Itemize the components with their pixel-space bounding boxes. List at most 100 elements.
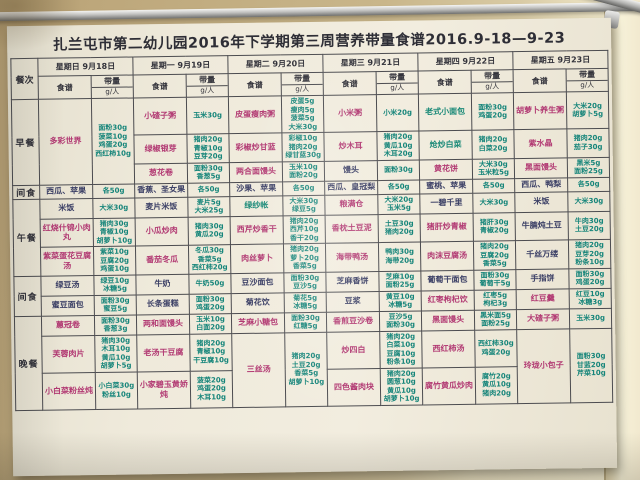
qty-line: 干豆腐10g xyxy=(193,355,229,365)
qty-line: 西红柿20g xyxy=(191,263,228,272)
dish-name: 牛腩炖土豆 xyxy=(515,211,569,241)
meal-label: 晚餐 xyxy=(14,315,43,411)
qty-header-label: 带量 xyxy=(566,69,608,82)
qty-line: 粉条10g xyxy=(575,257,605,267)
dish-qty: 大米30g 玉米粒5g xyxy=(472,158,515,179)
qty-line: 西红柿30g xyxy=(477,339,514,348)
dish-qty: 玉米30g xyxy=(186,96,229,135)
qty-header-label: 带量 xyxy=(91,76,133,89)
dish-name: 芝麻香饼 xyxy=(325,271,380,292)
meal-label: 间食 xyxy=(12,184,40,200)
qty-line: 大米30g xyxy=(479,198,509,207)
dish-qty: 猪肉20g 豆芽20g 粉条10g xyxy=(568,239,611,269)
dish-qty: 猪肉20g 青椒10g 干豆腐10g xyxy=(189,333,233,371)
day-header: 星期三 9月21日 xyxy=(322,53,419,73)
qty-line: 枸杞3g xyxy=(483,299,508,308)
dish-name: 彩椒炒甘蓝 xyxy=(228,132,283,163)
dish-qty: 各50g xyxy=(567,176,610,192)
dish-name: 紫水晶 xyxy=(513,128,568,159)
qty-line: 鸡蛋20g xyxy=(575,277,605,287)
dish-qty: 芝麻10g 面粉25g xyxy=(378,270,422,292)
dish-qty: 面粉30g xyxy=(377,159,420,181)
qty-line: 胡萝卜10g xyxy=(96,236,133,245)
qty-line: 猪肉20g xyxy=(290,244,319,254)
qty-line: 胡萝卜5g xyxy=(572,109,604,119)
dish-name: 长条蛋糕 xyxy=(136,293,190,315)
qty-line: 大米30g xyxy=(574,196,604,206)
day-header: 星期四 9月22日 xyxy=(417,51,514,72)
dish-name: 腐竹黄瓜炒肉 xyxy=(422,366,476,405)
dish-name: 多彩世界 xyxy=(38,98,93,185)
dish-name: 番茄冬瓜 xyxy=(135,245,189,275)
dish-name: 芝麻小糖包 xyxy=(231,312,285,334)
qty-line: 各50g xyxy=(577,179,600,189)
dish-name: 小碴子粥 xyxy=(133,97,187,135)
qty-line: 黄豆10g xyxy=(385,292,415,301)
dish-qty: 西红柿30g 鸡蛋20g xyxy=(474,329,518,367)
qty-header-label: 带量 xyxy=(281,73,323,86)
dish-qty: 面粉30g 鸡蛋20g xyxy=(189,293,232,314)
qty-line: 冰糖5g xyxy=(103,284,128,293)
dish-name: 大碴子粥 xyxy=(516,308,570,330)
qty-line: 面粉30g xyxy=(101,316,130,325)
qty-line: 面粉25g xyxy=(574,166,603,176)
dish-qty: 面粉30g 香葱5g xyxy=(187,162,230,183)
qty-line: 白面20g xyxy=(196,323,226,332)
dish-qty: 猪肉20g 土豆20g 香菜5g 胡萝卜10g xyxy=(284,331,328,407)
dish-name: 一碧千里 xyxy=(419,192,474,214)
qty-line: 冰糖3g xyxy=(578,297,603,307)
qty-line: 玉米5g xyxy=(386,203,411,212)
qty-line: 木耳10g xyxy=(101,344,131,353)
dish-qty: 皮蛋5g 瘦肉5g 菠菜5g 大米30g xyxy=(281,95,324,133)
dish-qty: 猪肉20g 萝卜20g 香菜5g xyxy=(283,243,326,273)
dish-name: 沙果、苹果 xyxy=(229,181,283,197)
dish-name: 西瓜、鸭梨 xyxy=(514,177,568,193)
qty-line: 绿豆10g xyxy=(100,276,130,285)
qty-line: 芹菜10g xyxy=(576,369,606,378)
meal-label: 间食 xyxy=(13,275,42,317)
qty-line: 面粉30g xyxy=(290,273,320,282)
dish-name: 皮蛋瘦肉粥 xyxy=(228,95,282,134)
dish-name: 小米粥 xyxy=(323,94,377,133)
menu-header: 食谱 xyxy=(228,72,282,97)
dish-name: 炒四白 xyxy=(326,331,381,369)
dish-qty: 豆沙5g 面粉30g xyxy=(379,310,422,332)
dish-qty: 大米30g xyxy=(92,197,136,219)
qty-line: 红糖5g xyxy=(293,321,318,331)
qty-line: 面粉30g xyxy=(383,165,413,174)
qty-line: 海带20g xyxy=(385,256,415,265)
qty-line: 绿豆5g xyxy=(291,204,316,214)
dish-qty: 面粉30g 蜜豆5g xyxy=(94,294,137,316)
qty-unit-label: g/人 xyxy=(295,85,310,94)
dish-qty: 各50g xyxy=(282,180,325,196)
qty-line: 红豆10g xyxy=(575,289,605,298)
dish-name: 四色酱肉块 xyxy=(327,368,381,406)
dish-name: 蜜豆面包 xyxy=(41,295,95,316)
qty-line: 面粉30g xyxy=(100,296,130,305)
dish-qty: 玉米30g xyxy=(569,307,612,329)
dish-name: 两和面馒头 xyxy=(136,313,190,335)
dish-name: 绿豆汤 xyxy=(40,275,95,296)
dish-qty: 玉米10g 面粉20g xyxy=(282,160,325,182)
qty-line: 黄瓜20g xyxy=(194,230,224,239)
qty-line: 豆沙5g xyxy=(293,281,318,291)
corner-header: 餐次 xyxy=(10,58,39,100)
qty-line: 冰糖5g xyxy=(388,300,413,309)
dish-qty: 猪肉30g 青椒10g 胡萝卜10g xyxy=(93,217,136,247)
dish-name: 菊花饮 xyxy=(231,292,285,314)
qty-line: 西红柿10g xyxy=(95,149,132,158)
dish-qty: 冬瓜30g 香菜5g 西红柿20g xyxy=(188,244,231,274)
dish-qty: 麦片5g 大米25g xyxy=(187,196,231,217)
dish-qty: 猪肉20g 白菜20g xyxy=(471,129,515,159)
qty-line: 各50g xyxy=(482,181,505,190)
dish-qty: 猪肉20g 茄子30g xyxy=(566,128,610,158)
dish-name: 红烧什锦小肉丸 xyxy=(40,218,94,248)
qty-header-label: 带量 xyxy=(186,75,228,87)
dish-qty: 猪肉20g 西芹10g 香干20g xyxy=(283,214,326,244)
menu-header: 食谱 xyxy=(418,70,472,94)
qty-line: 玉米30g xyxy=(576,313,605,323)
qty-line: 面粉30g xyxy=(576,352,606,361)
dish-qty: 面粉30g 豆沙5g xyxy=(283,271,327,293)
qty-line: 青椒10g xyxy=(99,227,129,236)
dish-name: 香枕土豆泥 xyxy=(325,214,379,244)
